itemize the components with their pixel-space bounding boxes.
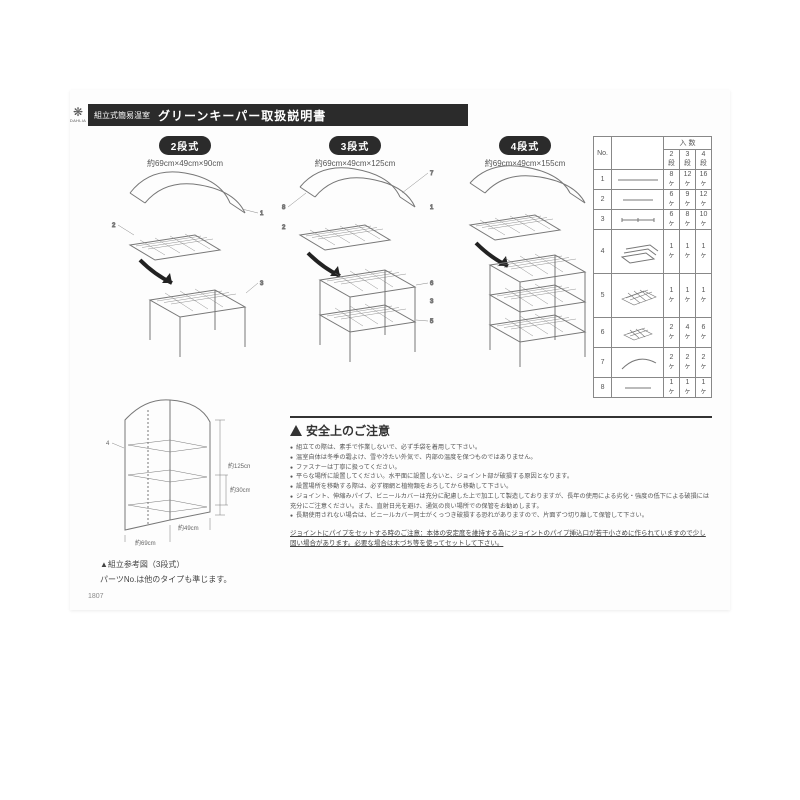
title-main: グリーンキーパー取扱説明書 (158, 107, 326, 124)
parts-table: No. 入 数 2段 3段 4段 1 8ヶ12ヶ16ヶ 2 6ヶ9ヶ12ヶ 3 … (593, 136, 712, 398)
svg-text:約125cm: 約125cm (228, 462, 250, 470)
svg-text:8: 8 (282, 205, 286, 211)
safety-notice: 安全上のご注意 組立ての際は、素手で作業しないで、必ず手袋を着用して下さい。 温… (290, 416, 712, 547)
assembled-caption-1: ▲組立参考図（3段式） (100, 559, 270, 570)
diagram-3tier: 7 8 2 1 6 5 3 (280, 165, 435, 375)
instruction-sheet: ❋ DAHLIA 組立式簡易温室 グリーンキーパー取扱説明書 2段式 約69cm… (70, 90, 730, 610)
svg-text:6: 6 (430, 281, 434, 287)
safety-list: 組立ての際は、素手で作業しないで、必ず手袋を着用して下さい。 温室自体は冬季の霜… (290, 443, 712, 521)
svg-text:3: 3 (260, 281, 264, 287)
footer-code: 1807 (88, 593, 104, 600)
svg-text:5: 5 (430, 319, 434, 325)
svg-text:約30cm（各段共通）: 約30cm（各段共通） (230, 486, 250, 494)
svg-text:7: 7 (430, 171, 434, 177)
diagram-2tier: 2 1 3 (110, 165, 265, 375)
brand-logo: ❋ DAHLIA (68, 103, 88, 125)
title-bar: 組立式簡易温室 グリーンキーパー取扱説明書 (88, 104, 468, 126)
svg-text:3: 3 (430, 299, 434, 305)
title-sub: 組立式簡易温室 (94, 110, 150, 121)
flower-icon: ❋ (73, 106, 83, 118)
svg-text:2: 2 (112, 223, 116, 229)
svg-text:2: 2 (282, 225, 286, 231)
svg-text:4: 4 (106, 441, 110, 447)
svg-text:1: 1 (260, 211, 264, 217)
warning-icon (290, 425, 302, 436)
assembled-caption-2: パーツNo.は他のタイプも準じます。 (100, 574, 270, 585)
svg-text:1: 1 (430, 205, 434, 211)
joint-note: ジョイントにパイプをセットする時のご注意：本体の安定度を維持する為にジョイントの… (290, 527, 712, 547)
svg-text:約49cm: 約49cm (178, 524, 199, 532)
diagram-4tier (450, 165, 605, 375)
svg-text:約69cm: 約69cm (135, 539, 156, 547)
assembled-reference: 約125cm 約30cm（各段共通） 約69cm 約49cm 4 ▲組立参考図（… (100, 390, 270, 590)
